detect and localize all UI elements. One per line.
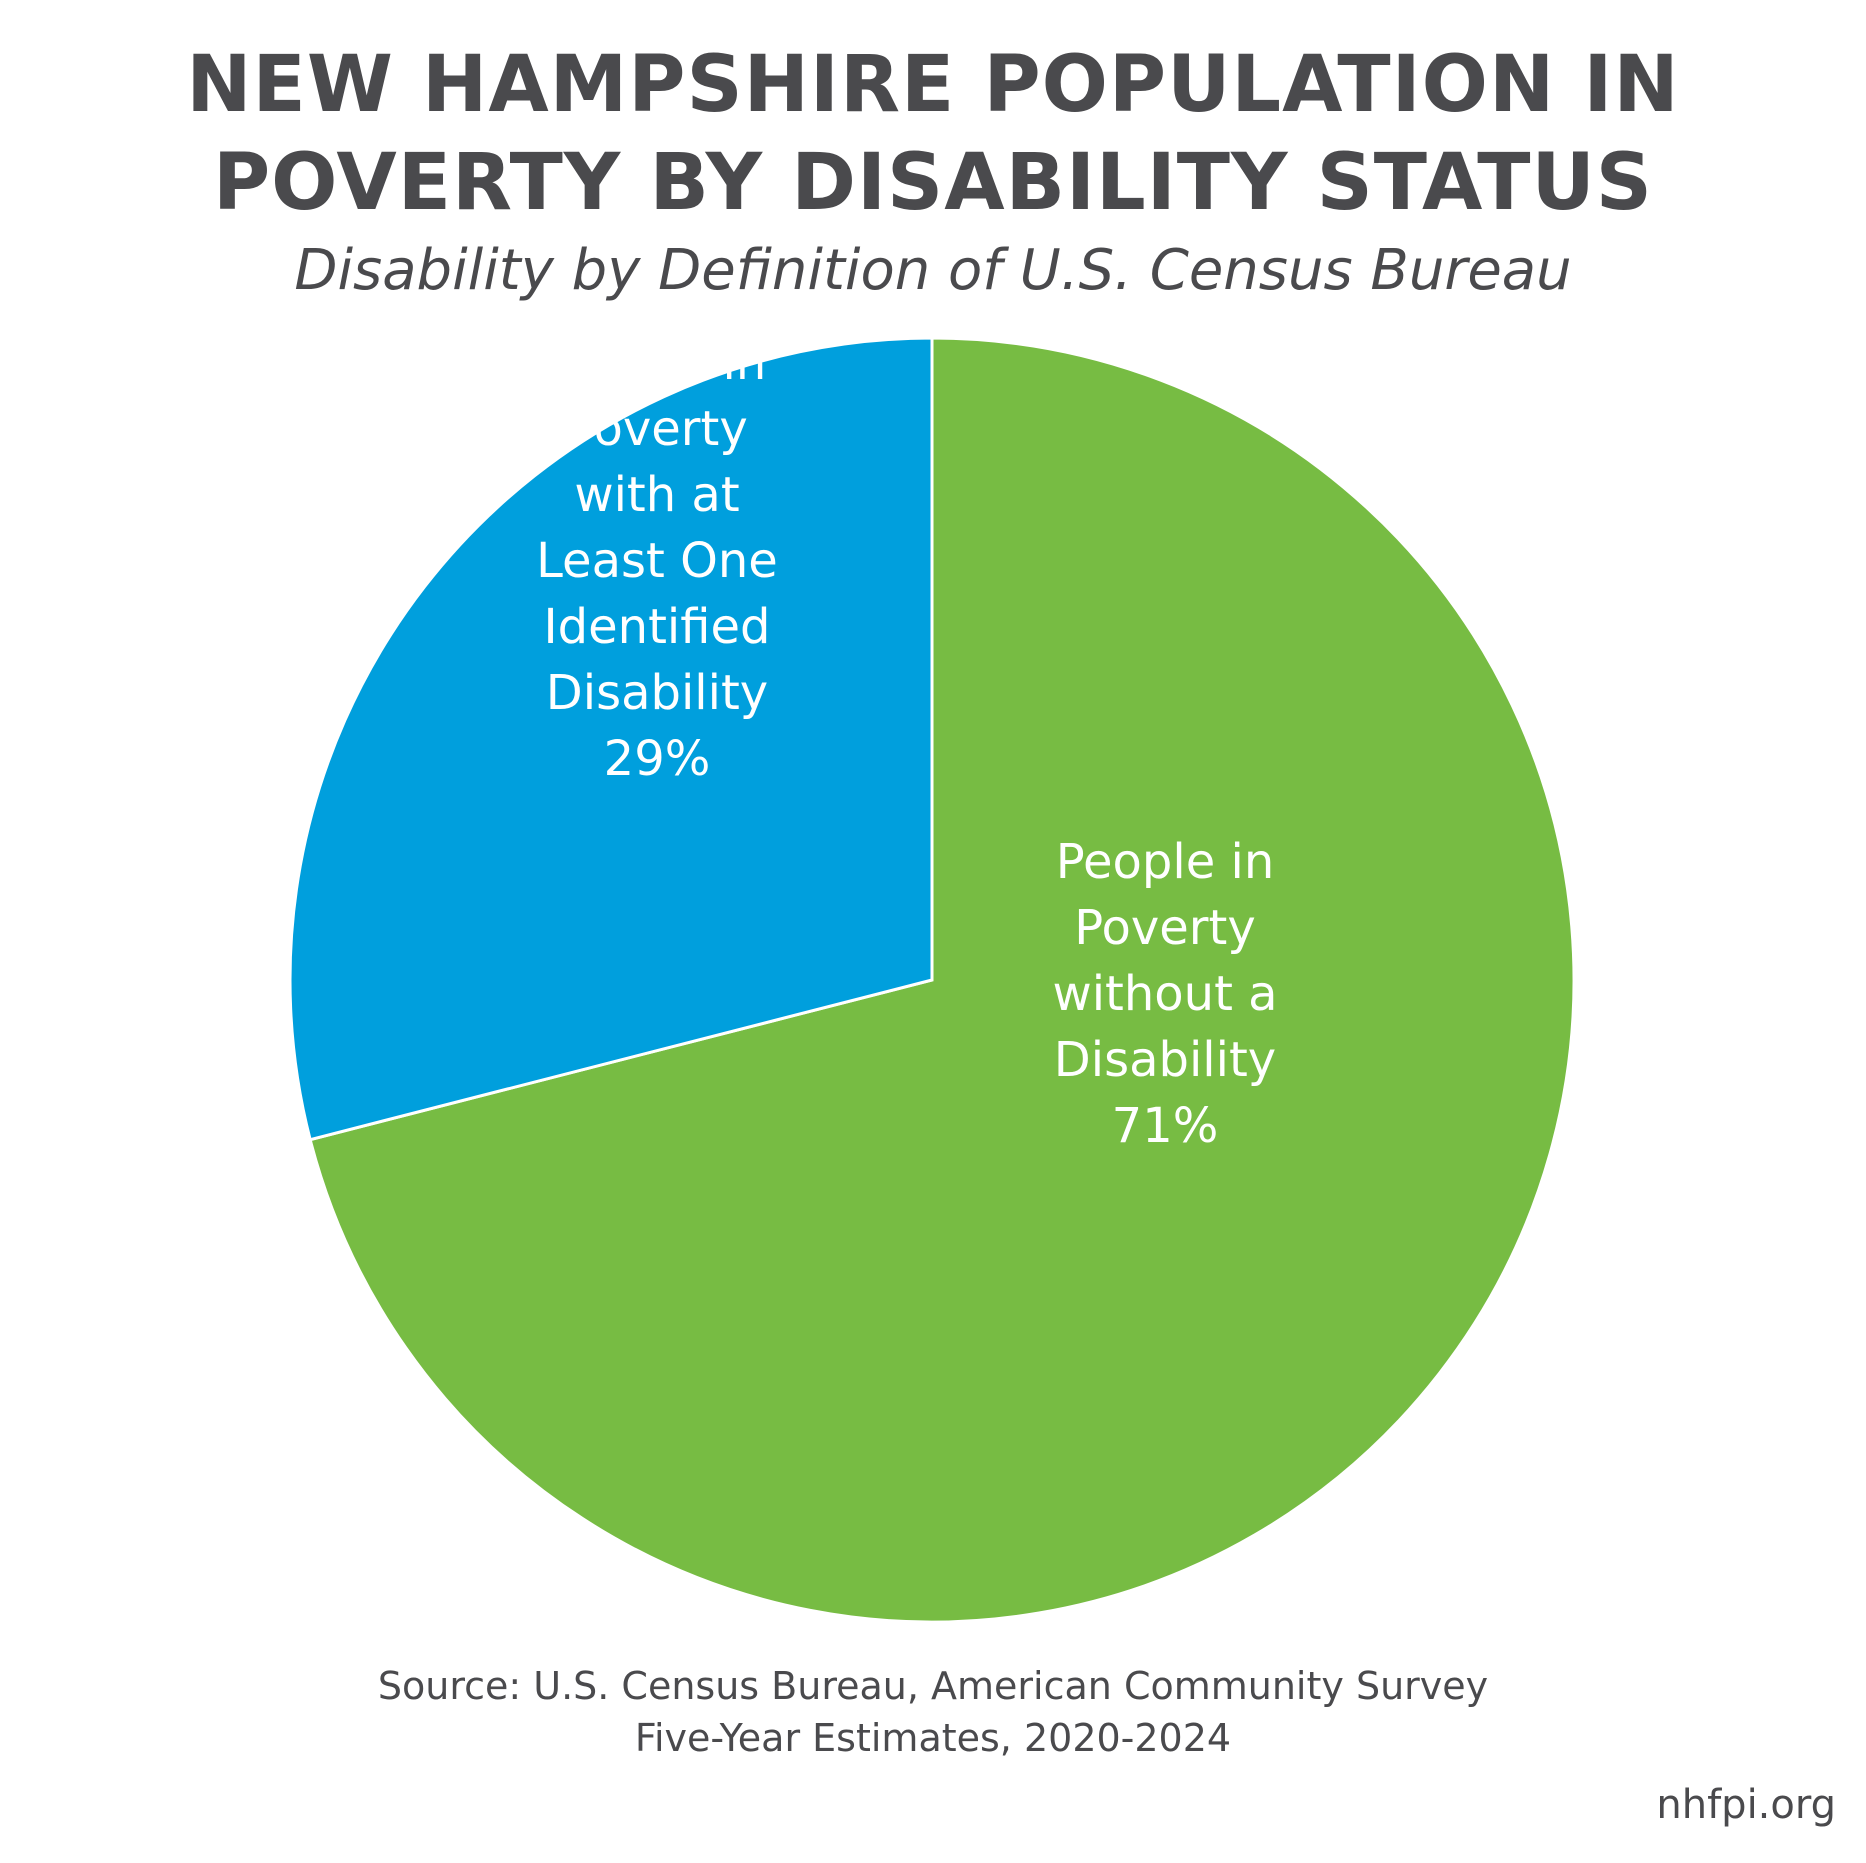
pie-slice-label-line: without a — [1052, 966, 1277, 1022]
website-url: nhfpi.org — [1656, 1782, 1836, 1828]
pie-labels: People in Poverty without a Disability 71%Pe… — [536, 335, 1277, 1154]
pie-slice-label-line: with at — [574, 467, 739, 523]
pie-slice-label-line: Poverty — [1074, 900, 1256, 956]
pie-slice-label-1: People in Poverty without a Disability 71% — [1052, 834, 1277, 1154]
chart-title: NEW HAMPSHIRE POPULATION IN POVERTY BY D… — [0, 36, 1866, 232]
chart-subtitle: Disability by Definition of U.S. Census … — [294, 238, 1572, 303]
pie-slice-value-label: 71% — [1112, 1098, 1219, 1154]
pie-slices — [288, 336, 1576, 1624]
pie-slice-label-line: Identified — [544, 599, 771, 655]
pie-slice-label-line: Least One — [536, 533, 778, 589]
source-line-1: Source: U.S. Census Bureau, American Com… — [377, 1664, 1489, 1708]
source-line-2: Five-Year Estimates, 2020-2024 — [634, 1716, 1232, 1760]
pie-slice-label-line: People in — [548, 335, 766, 391]
pie-slice-label-line: People in — [1056, 834, 1274, 890]
source-note: Source: U.S. Census Bureau, American Com… — [0, 1660, 1866, 1764]
pie-slice-2 — [288, 336, 934, 1142]
chart-title-line-1: NEW HAMPSHIRE POPULATION IN — [186, 40, 1680, 130]
chart-title-line-2: POVERTY BY DISABILITY STATUS — [213, 138, 1653, 228]
pie-slice-1 — [308, 336, 1576, 1624]
pie-slice-label-line: Poverty — [566, 401, 748, 457]
pie-slice-label-2: People in Poverty with at Least One Identifi… — [536, 335, 778, 787]
pie-slice-label-line: Disability — [546, 665, 768, 721]
pie-slice-label-line: Disability — [1054, 1032, 1276, 1088]
pie-slice-value-label: 29% — [604, 731, 711, 787]
